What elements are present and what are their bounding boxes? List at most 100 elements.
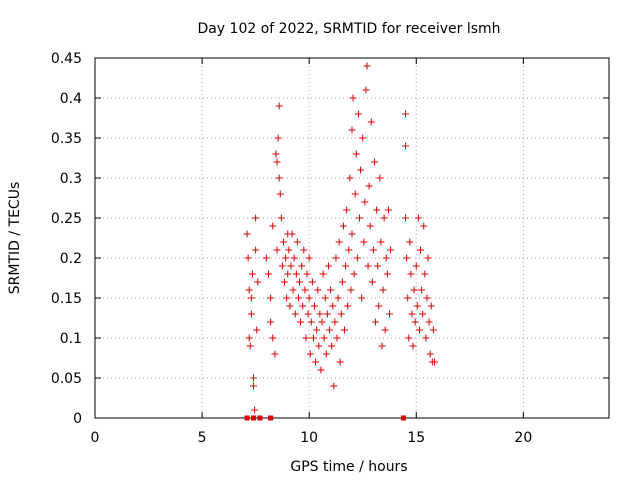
data-point bbox=[274, 134, 282, 142]
data-point bbox=[326, 326, 334, 334]
data-point bbox=[248, 270, 256, 278]
data-point bbox=[354, 110, 362, 118]
data-point bbox=[377, 238, 385, 246]
data-point bbox=[426, 350, 434, 358]
data-point bbox=[410, 286, 418, 294]
data-point bbox=[375, 302, 383, 310]
data-point bbox=[293, 238, 301, 246]
data-point bbox=[254, 278, 262, 286]
x-tick-label: 15 bbox=[407, 430, 425, 446]
data-point bbox=[273, 158, 281, 166]
data-point bbox=[247, 310, 255, 318]
data-point bbox=[357, 166, 365, 174]
data-point bbox=[262, 254, 270, 262]
data-point bbox=[283, 294, 291, 302]
chart-title: Day 102 of 2022, SRMTID for receiver lsm… bbox=[197, 21, 500, 37]
data-point bbox=[430, 358, 438, 366]
data-point bbox=[245, 334, 253, 342]
data-point bbox=[305, 254, 313, 262]
data-point bbox=[243, 230, 251, 238]
grid bbox=[95, 58, 609, 418]
data-point bbox=[365, 182, 373, 190]
data-point bbox=[296, 278, 304, 286]
data-point bbox=[403, 254, 411, 262]
data-point bbox=[318, 318, 326, 326]
data-point bbox=[317, 366, 325, 374]
data-point bbox=[366, 222, 374, 230]
data-point bbox=[309, 334, 317, 342]
tick-labels: 0 5 10 15 20 0 0.05 0.1 0.15 0.2 0.25 0.3 0.35 0.4 0.4… bbox=[51, 51, 532, 446]
data-point bbox=[373, 206, 381, 214]
data-point bbox=[402, 214, 410, 222]
data-point bbox=[362, 86, 370, 94]
data-point bbox=[335, 238, 343, 246]
data-point bbox=[421, 270, 429, 278]
data-point bbox=[252, 246, 260, 254]
data-point bbox=[305, 294, 313, 302]
data-point bbox=[308, 278, 316, 286]
data-point bbox=[269, 334, 277, 342]
data-point bbox=[359, 134, 367, 142]
data-point bbox=[417, 246, 425, 254]
data-point bbox=[246, 342, 254, 350]
data-point bbox=[322, 350, 330, 358]
data-point bbox=[372, 318, 380, 326]
data-point bbox=[307, 318, 315, 326]
data-point bbox=[285, 246, 293, 254]
data-point bbox=[351, 190, 359, 198]
data-point bbox=[249, 374, 257, 382]
data-point bbox=[344, 302, 352, 310]
data-point bbox=[382, 254, 390, 262]
data-point bbox=[332, 254, 340, 262]
data-point bbox=[358, 294, 366, 302]
data-point bbox=[349, 94, 357, 102]
data-point bbox=[269, 222, 277, 230]
data-point bbox=[370, 158, 378, 166]
data-point bbox=[276, 190, 284, 198]
data-point bbox=[425, 318, 433, 326]
y-tick-label: 0.35 bbox=[51, 131, 82, 147]
data-point bbox=[378, 342, 386, 350]
data-point bbox=[292, 270, 300, 278]
data-point bbox=[244, 254, 252, 262]
data-point bbox=[306, 350, 314, 358]
data-point bbox=[361, 198, 369, 206]
data-point bbox=[281, 278, 289, 286]
data-point bbox=[402, 110, 410, 118]
data-point bbox=[415, 326, 423, 334]
data-point bbox=[275, 174, 283, 182]
data-point bbox=[331, 318, 339, 326]
data-point bbox=[341, 326, 349, 334]
y-tick-label: 0.3 bbox=[60, 171, 82, 187]
data-point bbox=[290, 254, 298, 262]
data-point bbox=[315, 342, 323, 350]
data-point bbox=[264, 270, 272, 278]
data-point bbox=[404, 294, 412, 302]
data-points bbox=[243, 62, 438, 421]
data-point bbox=[368, 278, 376, 286]
x-tick-label: 0 bbox=[91, 430, 100, 446]
data-point bbox=[328, 342, 336, 350]
data-point bbox=[408, 310, 416, 318]
data-point bbox=[411, 318, 419, 326]
data-point bbox=[346, 174, 354, 182]
data-point bbox=[367, 118, 375, 126]
data-point bbox=[253, 326, 261, 334]
data-point bbox=[381, 326, 389, 334]
data-point bbox=[429, 326, 437, 334]
data-point bbox=[304, 310, 312, 318]
data-point bbox=[277, 214, 285, 222]
data-point bbox=[363, 62, 371, 70]
y-tick-label: 0.25 bbox=[51, 211, 82, 227]
data-point bbox=[345, 246, 353, 254]
data-point bbox=[339, 222, 347, 230]
data-point bbox=[288, 230, 296, 238]
data-point bbox=[271, 350, 279, 358]
data-point bbox=[422, 334, 430, 342]
data-point bbox=[257, 415, 263, 421]
data-point bbox=[282, 254, 290, 262]
data-point bbox=[409, 342, 417, 350]
data-point bbox=[245, 286, 253, 294]
data-point bbox=[327, 286, 335, 294]
data-point bbox=[419, 310, 427, 318]
